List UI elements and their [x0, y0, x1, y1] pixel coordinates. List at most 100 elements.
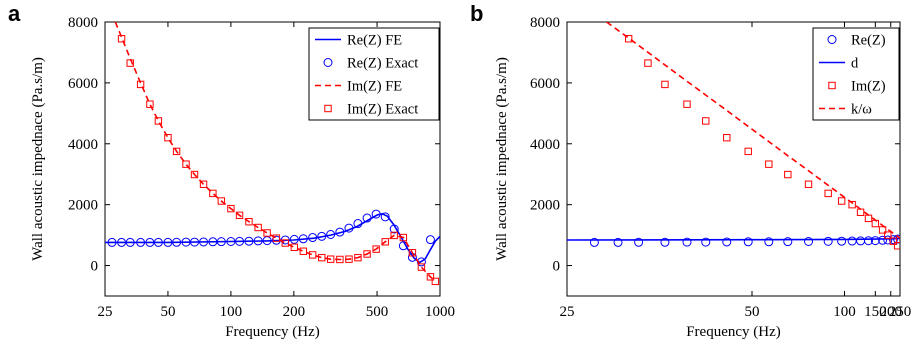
- data-point: [299, 247, 308, 255]
- series-dashed: [606, 22, 900, 239]
- data-point: [870, 236, 880, 246]
- data-point: [399, 233, 408, 242]
- data-point: [107, 237, 117, 247]
- data-point: [863, 236, 873, 246]
- x-tick-label: 1000: [425, 304, 455, 320]
- data-point: [326, 230, 336, 240]
- y-tick-label: 0: [91, 259, 99, 275]
- data-point: [326, 255, 335, 263]
- x-tick-label: 100: [833, 304, 856, 320]
- legend-label: Im(Z): [851, 79, 886, 95]
- data-point: [353, 219, 363, 229]
- data-point: [722, 237, 732, 247]
- x-tick-label: 100: [220, 304, 243, 320]
- data-point: [425, 235, 435, 245]
- data-point: [172, 147, 181, 156]
- x-tick-label: 200: [880, 304, 903, 320]
- data-point: [883, 235, 893, 245]
- data-point: [661, 80, 669, 89]
- x-tick-label: 50: [745, 304, 760, 320]
- data-point: [308, 233, 318, 243]
- data-point: [804, 180, 813, 188]
- data-point: [723, 133, 731, 142]
- data-point: [864, 214, 873, 223]
- data-point: [634, 237, 644, 247]
- legend-label: k/ω: [851, 102, 872, 118]
- x-tick-label: 25: [560, 304, 575, 320]
- data-point: [344, 223, 354, 233]
- data-point: [408, 249, 417, 257]
- data-point: [837, 197, 846, 205]
- data-point: [308, 251, 317, 259]
- series-dashed: [114, 22, 436, 282]
- data-point: [182, 160, 190, 168]
- data-point: [199, 180, 208, 188]
- y-tick-label: 4000: [68, 137, 98, 153]
- series-line: [114, 22, 436, 282]
- data-point: [126, 59, 134, 67]
- data-point: [682, 237, 692, 247]
- data-point: [381, 238, 389, 246]
- data-point: [878, 226, 887, 234]
- axes-frame: [104, 21, 441, 297]
- data-point: [426, 273, 435, 281]
- data-point: [783, 237, 793, 247]
- data-point: [117, 35, 126, 43]
- y-axis-label: Wall acoustic impednace (Pa.s/m): [30, 57, 46, 261]
- x-tick-label: 200: [283, 304, 306, 320]
- data-point: [317, 231, 327, 241]
- data-point: [244, 236, 254, 246]
- data-point: [289, 234, 299, 244]
- chart-panel-a: 25 50 100 200 500 1000 0 2000 4000 6000 8000 Freque…: [8, 1, 455, 340]
- data-point: [217, 197, 226, 205]
- data-point: [190, 170, 199, 179]
- y-tick-label: 6000: [530, 76, 560, 92]
- data-point: [362, 213, 372, 223]
- legend-box: [812, 27, 900, 121]
- data-point: [172, 237, 182, 247]
- data-point: [336, 255, 344, 264]
- data-point: [263, 229, 271, 237]
- series-line: [606, 22, 900, 239]
- data-point: [878, 235, 888, 245]
- data-point: [804, 237, 814, 247]
- data-point: [644, 59, 652, 67]
- y-tick-label: 2000: [68, 198, 98, 214]
- data-point: [660, 237, 670, 247]
- legend-swatch: [323, 58, 333, 67]
- data-point: [335, 227, 345, 237]
- data-point: [417, 263, 426, 271]
- data-point: [784, 170, 792, 179]
- data-point: [345, 255, 353, 263]
- data-point: [153, 237, 163, 247]
- data-point: [281, 239, 289, 247]
- series-square: [117, 35, 440, 286]
- data-point: [744, 147, 752, 156]
- y-tick-label: 6000: [68, 76, 98, 92]
- legend-label: Re(Z): [851, 33, 886, 49]
- panel-label: b: [470, 1, 483, 26]
- data-point: [683, 100, 691, 108]
- data-point: [272, 234, 281, 242]
- data-point: [389, 224, 399, 234]
- data-point: [235, 236, 245, 246]
- y-tick-label: 0: [553, 259, 561, 275]
- data-point: [702, 117, 710, 125]
- data-point: [823, 236, 833, 246]
- legend-swatch: [827, 35, 837, 44]
- series-circle: [589, 234, 900, 247]
- data-point: [380, 212, 390, 222]
- x-tick-label: 150: [864, 304, 887, 320]
- axes-frame: [566, 21, 901, 297]
- data-point: [298, 234, 308, 244]
- data-point: [245, 218, 253, 226]
- data-point: [888, 235, 898, 245]
- data-point: [837, 236, 847, 246]
- data-point: [765, 160, 773, 168]
- data-point: [190, 237, 200, 247]
- legend-label: Re(Z) FE: [347, 33, 402, 49]
- data-point: [371, 209, 381, 219]
- data-point: [318, 253, 326, 262]
- data-point: [163, 237, 173, 247]
